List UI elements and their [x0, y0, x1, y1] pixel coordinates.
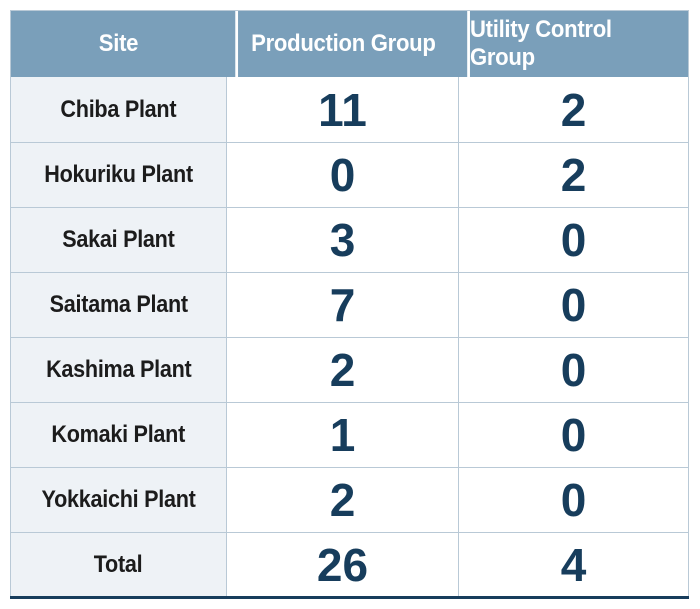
header-production-group: Production Group — [235, 11, 448, 77]
table-row: Kashima Plant 2 0 — [11, 337, 688, 402]
utility-control-group-value: 0 — [458, 273, 688, 337]
site-label: Yokkaichi Plant — [41, 486, 196, 513]
site-cell: Sakai Plant — [11, 208, 226, 272]
production-group-value: 11 — [226, 77, 458, 142]
utility-control-group-value: 0 — [458, 208, 688, 272]
table-row: Yokkaichi Plant 2 0 — [11, 467, 688, 532]
site-label: Chiba Plant — [60, 95, 177, 123]
production-group-value: 2 — [226, 468, 458, 532]
site-label: Komaki Plant — [51, 421, 186, 448]
production-group-value: 3 — [226, 208, 458, 272]
table-row: Komaki Plant 1 0 — [11, 402, 688, 467]
utility-control-group-value: 0 — [458, 468, 688, 532]
site-cell: Komaki Plant — [11, 403, 226, 467]
production-group-value: 26 — [226, 533, 458, 597]
table-row: Saitama Plant 7 0 — [11, 272, 688, 337]
table-header: Site Production Group Utility Control Gr… — [11, 11, 688, 77]
site-label: Total — [94, 551, 143, 578]
production-group-value: 1 — [226, 403, 458, 467]
utility-control-group-value: 2 — [458, 143, 688, 207]
utility-control-group-value: 2 — [458, 77, 688, 142]
site-label: Sakai Plant — [62, 226, 175, 253]
production-group-value: 0 — [226, 143, 458, 207]
header-site: Site — [98, 30, 139, 57]
site-cell: Yokkaichi Plant — [11, 468, 226, 532]
table-row: Chiba Plant 11 2 — [11, 77, 688, 142]
table-body: Chiba Plant 11 2 Hokuriku Plant 0 2 Sakai Plan… — [11, 77, 688, 597]
table-row: Hokuriku Plant 0 2 — [11, 142, 688, 207]
production-group-value: 7 — [226, 273, 458, 337]
table-bottom-rule — [10, 596, 689, 599]
site-cell: Chiba Plant — [11, 77, 226, 142]
site-cell: Total — [11, 533, 226, 597]
production-group-value: 2 — [226, 338, 458, 402]
site-label: Kashima Plant — [45, 356, 192, 383]
site-cell: Saitama Plant — [11, 273, 226, 337]
header-utility-control-group: Utility Control Group — [467, 11, 679, 77]
utility-control-group-value: 0 — [458, 338, 688, 402]
site-cell: Hokuriku Plant — [11, 143, 226, 207]
utility-control-group-value: 0 — [458, 403, 688, 467]
site-label: Hokuriku Plant — [44, 161, 193, 188]
utility-control-group-value: 4 — [458, 533, 688, 597]
table-row: Sakai Plant 3 0 — [11, 207, 688, 272]
site-label: Saitama Plant — [49, 291, 188, 318]
site-cell: Kashima Plant — [11, 338, 226, 402]
data-table: Site Production Group Utility Control Gr… — [10, 10, 689, 599]
table-row: Total 26 4 — [11, 532, 688, 597]
